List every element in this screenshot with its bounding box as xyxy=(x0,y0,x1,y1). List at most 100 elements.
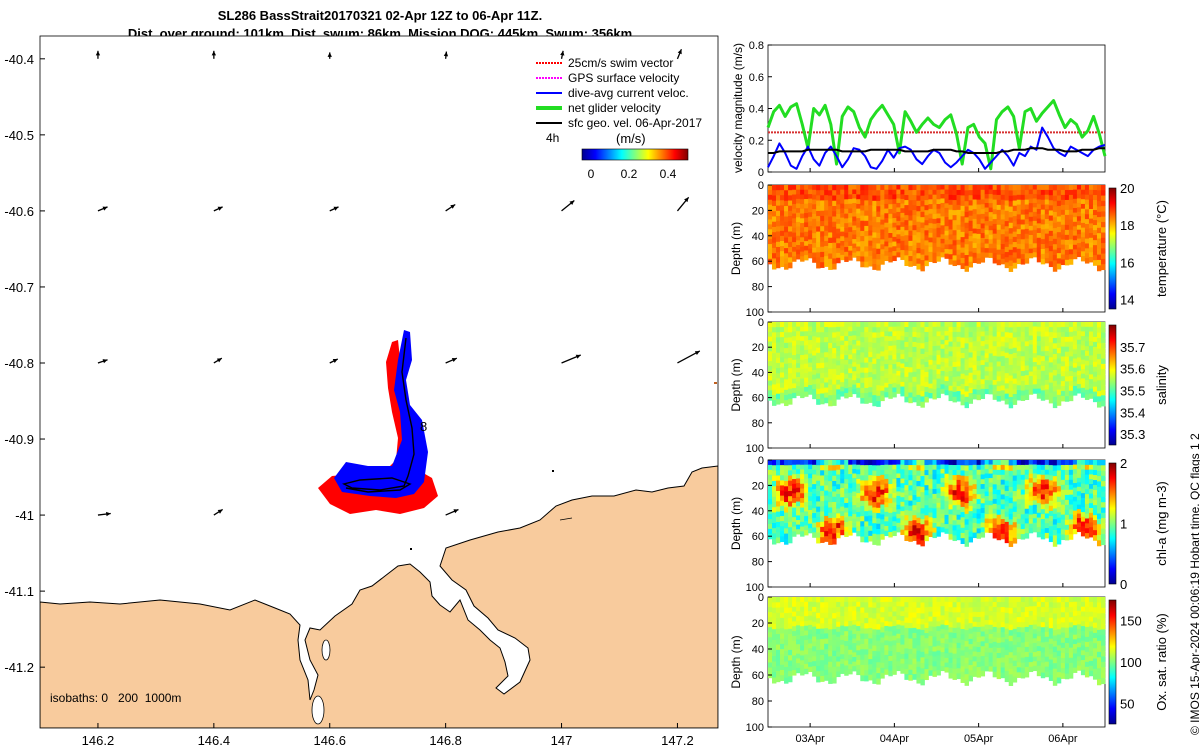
section-cell xyxy=(1092,195,1098,201)
section-cell xyxy=(976,508,982,515)
section-cell xyxy=(996,524,1002,531)
section-cell xyxy=(768,189,773,196)
section-cell xyxy=(1000,326,1006,333)
section-cell xyxy=(908,515,913,522)
section-cell xyxy=(1032,384,1038,390)
section-cell xyxy=(816,257,821,264)
section-cell xyxy=(1044,365,1050,371)
section-cell xyxy=(1028,239,1034,245)
section-cell xyxy=(844,393,849,399)
section-cell xyxy=(832,538,837,545)
section-cell xyxy=(808,194,813,200)
section-cell xyxy=(968,352,974,359)
section-cell xyxy=(984,248,990,254)
section-cell xyxy=(1088,379,1094,385)
legend-sfc-geo-label: sfc geo. vel. 06-Apr-2017 xyxy=(568,116,702,130)
section-cell xyxy=(1080,488,1086,494)
section-cell xyxy=(1028,473,1034,479)
section-cell xyxy=(964,375,969,382)
section-cell xyxy=(1084,209,1090,215)
section-cell xyxy=(1004,398,1010,405)
section-cell xyxy=(768,365,773,372)
section-cell xyxy=(1024,533,1030,539)
section-cell xyxy=(1008,503,1014,510)
section-cell xyxy=(1056,389,1062,396)
section-cell xyxy=(936,199,941,205)
section-cell xyxy=(824,382,829,389)
section-cell xyxy=(944,643,949,650)
section-cell xyxy=(1076,513,1082,519)
section-cell xyxy=(868,185,873,191)
section-cell xyxy=(776,241,781,248)
section-cell xyxy=(904,597,909,603)
section-cell xyxy=(932,522,937,529)
section-cell xyxy=(1084,460,1090,466)
section-cell xyxy=(1072,340,1078,346)
section-cell xyxy=(976,351,982,357)
section-cell xyxy=(1036,531,1042,538)
section-cell xyxy=(824,654,829,661)
section-cell xyxy=(960,231,965,238)
section-cell xyxy=(772,507,777,514)
section-cell xyxy=(1008,206,1014,213)
section-cell xyxy=(980,228,986,234)
section-cell xyxy=(1092,240,1098,246)
section-cell xyxy=(892,199,897,205)
section-cell xyxy=(1096,233,1102,240)
section-cell xyxy=(876,624,881,631)
section-cell xyxy=(1020,346,1026,352)
section-cell xyxy=(1052,402,1058,409)
section-cell xyxy=(920,364,925,371)
section-cell xyxy=(804,625,809,632)
section-cell xyxy=(824,220,829,227)
section-cell xyxy=(852,491,857,497)
section-cell xyxy=(1032,216,1038,222)
section-cell xyxy=(816,185,821,191)
section-cell xyxy=(984,225,990,231)
section-cell xyxy=(916,666,921,673)
section-cell xyxy=(796,469,801,475)
section-cell xyxy=(1060,229,1066,236)
section-cell xyxy=(828,332,833,339)
section-cell xyxy=(820,246,825,253)
section-cell xyxy=(936,601,941,608)
section-cell xyxy=(948,326,953,333)
section-cell xyxy=(1064,460,1070,466)
section-cell xyxy=(1032,486,1038,492)
section-cell xyxy=(1096,375,1102,382)
section-cell xyxy=(788,618,793,625)
section-cell xyxy=(984,230,990,236)
section-cell xyxy=(996,326,1002,333)
section-cell xyxy=(980,364,986,371)
section-cell xyxy=(1016,360,1022,367)
section-cell xyxy=(776,215,781,222)
section-cell xyxy=(880,366,885,372)
section-cell xyxy=(1048,357,1054,364)
section-cell xyxy=(976,204,982,211)
section-cell xyxy=(1100,200,1106,207)
section-cell xyxy=(868,597,873,603)
section-cell xyxy=(896,495,901,501)
section-cell xyxy=(980,218,986,225)
section-cell xyxy=(1088,474,1094,480)
section-cell xyxy=(888,660,893,667)
current-vector-arrowhead xyxy=(684,197,689,203)
section-cell xyxy=(808,620,813,626)
section-cell xyxy=(900,497,905,503)
section-cell xyxy=(888,199,893,205)
section-cell xyxy=(860,205,865,212)
section-cell xyxy=(1012,537,1018,544)
section-cell xyxy=(1040,474,1046,481)
section-cell xyxy=(788,327,793,333)
section-cell xyxy=(956,617,961,624)
section-cell xyxy=(1080,227,1086,233)
section-cell xyxy=(780,612,785,619)
section-cell xyxy=(980,374,986,380)
section-cell xyxy=(840,212,845,219)
section-cell xyxy=(936,246,941,253)
section-cell xyxy=(768,224,773,230)
section-cell xyxy=(784,491,789,498)
section-cell xyxy=(832,533,837,540)
section-cell xyxy=(844,194,849,200)
